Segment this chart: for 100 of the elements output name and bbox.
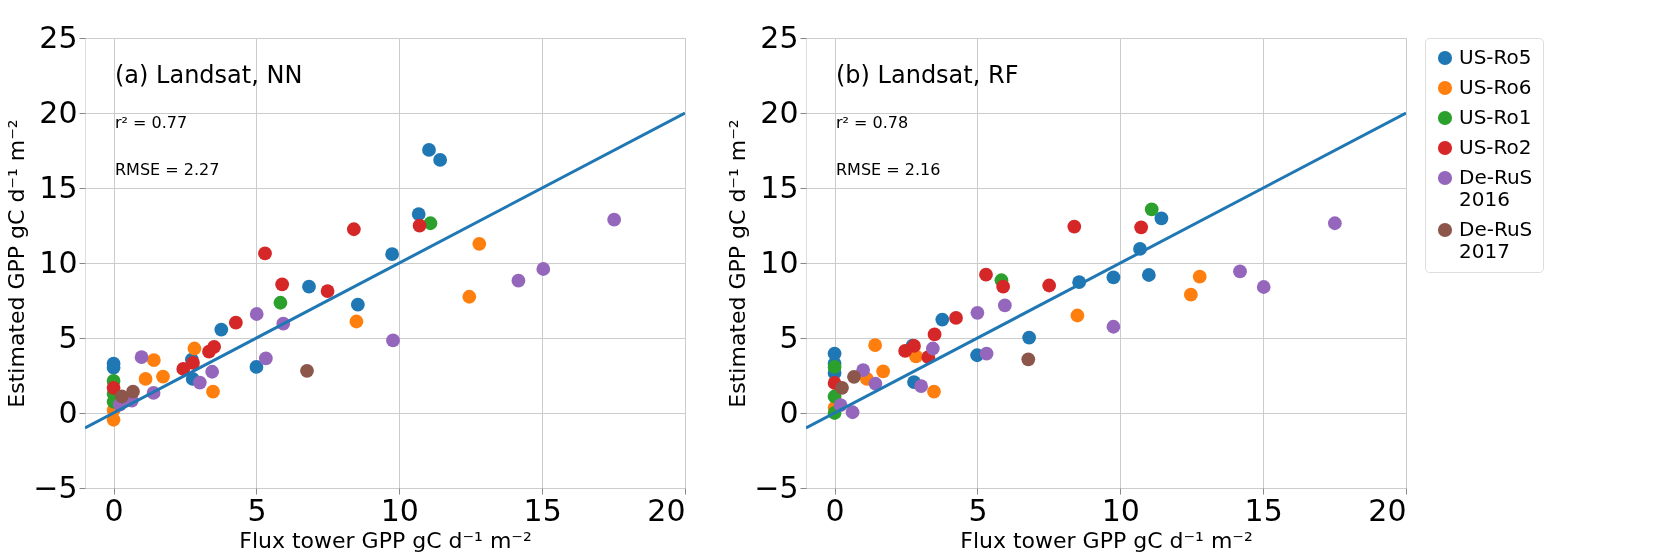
point (914, 379, 929, 394)
point (433, 153, 448, 167)
legend-label: US-Ro1 (1459, 105, 1532, 129)
point (386, 333, 400, 348)
x-tick-label: 15 (523, 492, 562, 528)
point (1021, 352, 1036, 367)
x-tick-label: 0 (104, 492, 124, 528)
point (1141, 268, 1156, 282)
point (970, 305, 985, 320)
point (996, 279, 1011, 294)
point (146, 353, 161, 367)
y-axis-title: Estimated GPP gC d⁻¹ m⁻² (725, 119, 751, 408)
annotation: RMSE = 2.16 (836, 160, 941, 179)
point (856, 363, 871, 377)
point (205, 364, 220, 379)
annotation: (a) Landsat, NN (115, 61, 303, 89)
x-tick-label: 0 (825, 492, 845, 528)
point (927, 384, 941, 399)
point (350, 297, 365, 312)
point (949, 311, 963, 325)
x-tick-label: 10 (1101, 492, 1140, 528)
y-tick-label: 25 (39, 19, 78, 55)
point (997, 298, 1012, 313)
point (536, 262, 551, 276)
y-tick-label: 10 (760, 244, 799, 280)
point (126, 384, 140, 399)
point (249, 307, 264, 321)
point (1067, 219, 1082, 234)
y-tick-label: 10 (39, 244, 78, 280)
point (138, 372, 153, 386)
y-tick-label: 0 (58, 394, 78, 430)
point (979, 346, 994, 361)
point (1183, 287, 1198, 302)
legend-label: US-Ro2 (1459, 135, 1532, 159)
y-tick-label: 20 (760, 94, 799, 130)
point (1106, 270, 1121, 285)
point (868, 376, 883, 391)
point (1144, 202, 1159, 217)
point (214, 322, 229, 337)
point (320, 284, 335, 298)
point (385, 247, 400, 262)
point (1256, 280, 1271, 294)
point (422, 143, 436, 157)
point (827, 360, 842, 374)
point (412, 218, 427, 233)
point (462, 289, 477, 304)
point (868, 338, 883, 353)
point (511, 273, 526, 288)
x-tick-label: 15 (1244, 492, 1283, 528)
point (228, 315, 243, 330)
point (1070, 308, 1085, 323)
point (1042, 278, 1057, 293)
y-tick-label: 5 (779, 319, 799, 355)
point (876, 364, 891, 379)
y-tick-label: 0 (779, 394, 799, 430)
point (134, 350, 149, 365)
annotation: r² = 0.78 (836, 113, 909, 132)
point (1134, 220, 1149, 235)
y-tick-label: 15 (760, 169, 799, 205)
point (275, 277, 290, 292)
x-tick-label: 10 (380, 492, 419, 528)
point (202, 344, 216, 359)
point (1327, 216, 1342, 231)
legend-label: US-Ro5 (1459, 45, 1532, 69)
x-tick-label: 5 (968, 492, 988, 528)
y-tick-label: 15 (39, 169, 78, 205)
legend-label: De-RuS 2017 (1459, 217, 1533, 263)
annotation: (b) Landsat, RF (836, 61, 1019, 89)
point (845, 405, 860, 420)
point (258, 246, 272, 261)
y-tick-label: −5 (33, 469, 78, 505)
point (302, 279, 316, 294)
x-tick-label: 20 (647, 492, 686, 528)
point (607, 212, 622, 227)
point (927, 327, 942, 342)
point (847, 369, 861, 384)
y-tick-label: −5 (754, 469, 799, 505)
point (411, 207, 426, 221)
legend-label: US-Ro6 (1459, 75, 1532, 99)
point (346, 222, 361, 237)
point (258, 351, 273, 366)
point (176, 362, 191, 376)
x-tick-label: 5 (247, 492, 267, 528)
point (472, 236, 487, 251)
point (925, 341, 940, 356)
annotation: r² = 0.77 (115, 113, 188, 132)
point (979, 267, 993, 282)
point (898, 344, 913, 358)
y-axis-title: Estimated GPP gC d⁻¹ m⁻² (4, 119, 30, 408)
point (835, 380, 849, 395)
point (249, 360, 264, 374)
point (206, 384, 220, 399)
x-tick-label: 20 (1368, 492, 1407, 528)
point (187, 341, 202, 356)
point (1192, 269, 1207, 284)
y-tick-label: 25 (760, 19, 799, 55)
legend-label: De-RuS 2016 (1459, 165, 1533, 211)
point (1106, 319, 1121, 334)
point (273, 295, 288, 310)
point (106, 380, 121, 395)
